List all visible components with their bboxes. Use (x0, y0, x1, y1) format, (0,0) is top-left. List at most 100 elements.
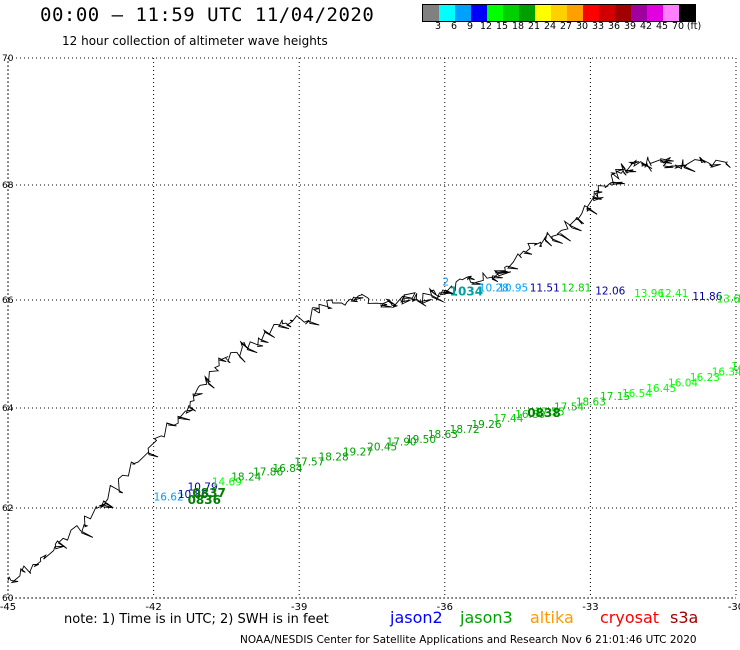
longitude-labels: -45 -42 -39 -36 -33 -30 (0, 602, 740, 613)
color-scale-label: 45 (655, 21, 669, 32)
color-scale-label: 39 (623, 21, 637, 32)
track-time-label: 0837 (192, 486, 225, 500)
color-swatch (519, 5, 535, 21)
swh-observation: 2 (442, 277, 449, 289)
color-swatch (551, 5, 567, 21)
swh-observation: 16.45 (646, 383, 676, 395)
color-swatch (439, 5, 455, 21)
color-scale-label: 9 (466, 21, 474, 32)
color-scale-label: 6 (450, 21, 458, 32)
lon-label: -33 (582, 602, 598, 613)
swh-observation: 11.51 (530, 282, 560, 294)
legend-item-jason3: jason3 (460, 608, 513, 627)
color-swatch (583, 5, 599, 21)
lon-label: -42 (145, 602, 161, 613)
swh-observation: 16.23 (690, 372, 720, 384)
color-scale-bar (422, 4, 696, 22)
track-time-label: 1034 (450, 284, 483, 298)
swh-observation: 16.54 (622, 388, 652, 400)
color-swatch (471, 5, 487, 21)
lon-label: -36 (437, 602, 453, 613)
swh-observation: 12.06 (595, 285, 625, 297)
track-time-label: 0836 (188, 493, 221, 507)
swh-observation: 18.63 (428, 429, 458, 441)
color-scale-label: 30 (575, 21, 589, 32)
swh-observation: 10.95 (498, 282, 528, 294)
swh-observation: 17.54 (554, 402, 584, 414)
footer-note: note: 1) Time is in UTC; 2) SWH is in fe… (64, 612, 329, 627)
swh-observation: 16.04 (668, 377, 698, 389)
swh-observation: 12.41 (658, 288, 688, 300)
color-scale-label: 12 (479, 21, 493, 32)
color-swatch (487, 5, 503, 21)
color-scale-label: 24 (543, 21, 557, 32)
swh-observation: 18.63 (576, 396, 606, 408)
swh-observation: 11.86 (692, 291, 722, 303)
color-scale-label: 33 (591, 21, 605, 32)
lon-label: -30 (728, 602, 740, 613)
footer-credit: NOAA/NESDIS Center for Satellite Applica… (240, 634, 697, 646)
legend-item-s3a: s3a (670, 608, 699, 627)
swh-observation: 10.86 (178, 489, 208, 501)
lat-label: 66 (2, 296, 14, 306)
color-scale-label: 42 (639, 21, 653, 32)
swh-observation: 16.84 (273, 463, 303, 475)
swh-observation: 19.27 (343, 447, 373, 459)
color-scale-label: 15 (495, 21, 509, 32)
color-swatch (647, 5, 663, 21)
swh-observation: 13.96 (634, 288, 664, 300)
lat-label: 70 (2, 54, 14, 64)
lat-label: 62 (2, 504, 13, 514)
color-scale-label: 21 (527, 21, 541, 32)
legend-item-altika: altika (530, 608, 574, 627)
color-swatch (455, 5, 471, 21)
swh-observation: 14.69 (212, 477, 242, 489)
color-swatch (663, 5, 679, 21)
map-frame (7, 57, 737, 599)
lat-label: 64 (2, 404, 14, 414)
legend-item-jason2: jason2 (390, 608, 443, 627)
swh-observation: 13.31 (736, 294, 740, 306)
swh-observation: 18.24 (231, 472, 261, 484)
lat-lon-grid (7, 57, 737, 599)
track-time-label: 0838 (527, 406, 560, 420)
swh-observation: 13.63 (717, 294, 740, 306)
swh-observation: 18.28 (319, 452, 349, 464)
page-title: 00:00 – 11:59 UTC 11/04/2020 (40, 4, 375, 26)
color-swatch (599, 5, 615, 21)
color-swatch (567, 5, 583, 21)
swh-observation: 10.28 (479, 282, 509, 294)
lat-label: 60 (2, 594, 14, 604)
swh-observation: 17.15 (600, 391, 630, 403)
swh-observation: 19.26 (471, 419, 501, 431)
color-scale-label: 3 (434, 21, 442, 32)
swh-observation: 20.45 (367, 442, 397, 454)
greenland-coastline (7, 156, 731, 584)
swh-observation: 14.52 (731, 361, 740, 373)
color-scale-label: 70 (671, 21, 685, 32)
swh-observation: 17.90 (387, 437, 417, 449)
color-swatch (631, 5, 647, 21)
color-swatch (535, 5, 551, 21)
swh-observation: 16.62 (154, 492, 184, 504)
color-swatch (679, 5, 695, 21)
color-swatch (503, 5, 519, 21)
swh-observation: 17.55 (535, 407, 565, 419)
swh-observation: 19.50 (406, 434, 436, 446)
lat-label: 68 (2, 181, 14, 191)
swh-observation: 16.80 (515, 409, 545, 421)
color-scale-label: 27 (559, 21, 573, 32)
color-scale-labels: 3 6 9 12 15 18 21 24 27 30 33 36 39 42 45 70 (ft) (422, 21, 740, 33)
lon-label: -39 (291, 602, 307, 613)
page-subtitle: 12 hour collection of altimeter wave hei… (62, 34, 328, 48)
color-swatch (615, 5, 631, 21)
swh-observation: 17.86 (253, 467, 283, 479)
swh-observation: 16.34 (712, 367, 740, 379)
color-swatch (423, 5, 439, 21)
swh-observation: 12.81 (561, 282, 591, 294)
color-scale-label: 36 (607, 21, 621, 32)
color-scale-label: (ft) (686, 21, 702, 32)
